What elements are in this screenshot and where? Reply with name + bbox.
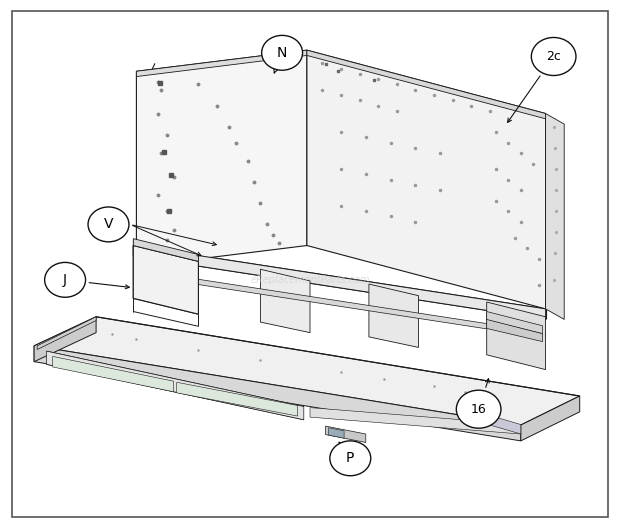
Polygon shape [177, 382, 298, 416]
Polygon shape [34, 346, 521, 441]
Polygon shape [136, 50, 307, 77]
Polygon shape [307, 50, 546, 119]
Polygon shape [133, 246, 546, 319]
Text: eReplacementParts.com: eReplacementParts.com [250, 275, 370, 285]
Polygon shape [521, 396, 580, 441]
Polygon shape [133, 240, 198, 261]
Polygon shape [133, 246, 198, 314]
Circle shape [262, 35, 303, 70]
Text: N: N [277, 46, 287, 60]
Polygon shape [369, 284, 418, 347]
Circle shape [330, 441, 371, 476]
Polygon shape [260, 269, 310, 333]
Polygon shape [307, 50, 546, 309]
Circle shape [45, 262, 86, 297]
Polygon shape [329, 428, 344, 438]
Polygon shape [133, 239, 198, 261]
Text: 16: 16 [471, 403, 487, 416]
Polygon shape [326, 426, 366, 442]
Circle shape [456, 390, 501, 428]
Polygon shape [46, 351, 304, 420]
Polygon shape [487, 319, 542, 342]
Polygon shape [133, 269, 546, 338]
Polygon shape [53, 356, 174, 392]
Circle shape [531, 37, 576, 76]
Polygon shape [37, 317, 96, 350]
Polygon shape [136, 50, 307, 267]
Text: P: P [346, 451, 355, 465]
Polygon shape [546, 114, 564, 319]
Text: J: J [63, 273, 67, 287]
Polygon shape [34, 317, 580, 425]
Polygon shape [477, 412, 521, 434]
Circle shape [88, 207, 129, 242]
Polygon shape [133, 246, 198, 314]
Polygon shape [34, 317, 96, 362]
Text: 2c: 2c [546, 50, 561, 63]
Polygon shape [310, 408, 521, 434]
Text: V: V [104, 218, 113, 231]
Polygon shape [487, 312, 542, 334]
Polygon shape [487, 302, 546, 370]
